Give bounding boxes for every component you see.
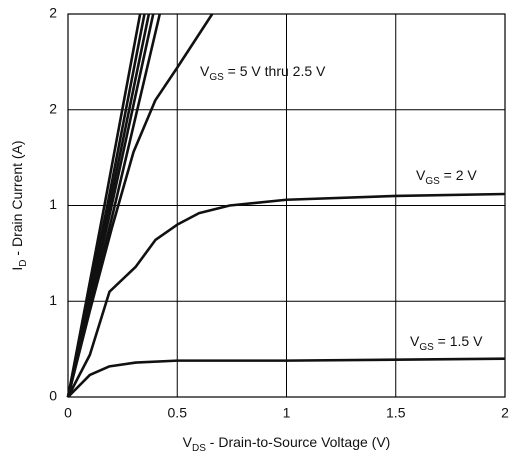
annotation: VGS = 2 V bbox=[416, 167, 477, 187]
annotation: VGS = 5 V thru 2.5 V bbox=[200, 63, 326, 83]
annotation-part: = 2 V bbox=[440, 167, 478, 183]
x-tick-label: 0 bbox=[64, 405, 72, 421]
x-tick-label: 1 bbox=[283, 405, 291, 421]
x-tick-label: 2 bbox=[501, 405, 509, 421]
y-tick-label: 1 bbox=[49, 292, 57, 308]
x-axis-label-part: V bbox=[183, 434, 193, 450]
annotation-part: V bbox=[410, 333, 420, 349]
x-axis-label-part: - Drain-to-Source Voltage (V) bbox=[206, 434, 390, 450]
y-axis-label-part: - Drain Current (A) bbox=[9, 140, 25, 259]
curve bbox=[66, 192, 506, 398]
annotation-part: = 5 V thru 2.5 V bbox=[224, 63, 326, 79]
y-tick-label: 1 bbox=[49, 196, 57, 212]
y-tick-label: 2 bbox=[49, 5, 57, 21]
plot-frame bbox=[67, 13, 506, 398]
y-axis-label-part: I bbox=[9, 267, 25, 271]
annotation-part: GS bbox=[419, 342, 434, 353]
y-tick-label: 2 bbox=[49, 100, 57, 116]
y-axis-label: ID - Drain Current (A) bbox=[9, 140, 29, 270]
annotation-part: GS bbox=[209, 72, 224, 83]
annotation-part: V bbox=[200, 63, 210, 79]
annotation-part: V bbox=[416, 167, 426, 183]
y-axis-label-part: D bbox=[18, 259, 29, 266]
annotation: VGS = 1.5 V bbox=[410, 333, 483, 353]
curve bbox=[67, 357, 506, 398]
x-tick-label: 0.5 bbox=[168, 405, 188, 421]
curve bbox=[66, 13, 214, 398]
annotation-part: = 1.5 V bbox=[434, 333, 483, 349]
x-axis-label: VDS - Drain-to-Source Voltage (V) bbox=[183, 434, 391, 454]
x-tick-label: 1.5 bbox=[386, 405, 406, 421]
annotation-part: GS bbox=[425, 176, 440, 187]
x-axis-label-part: DS bbox=[192, 443, 206, 454]
y-tick-label: 0 bbox=[49, 388, 57, 404]
